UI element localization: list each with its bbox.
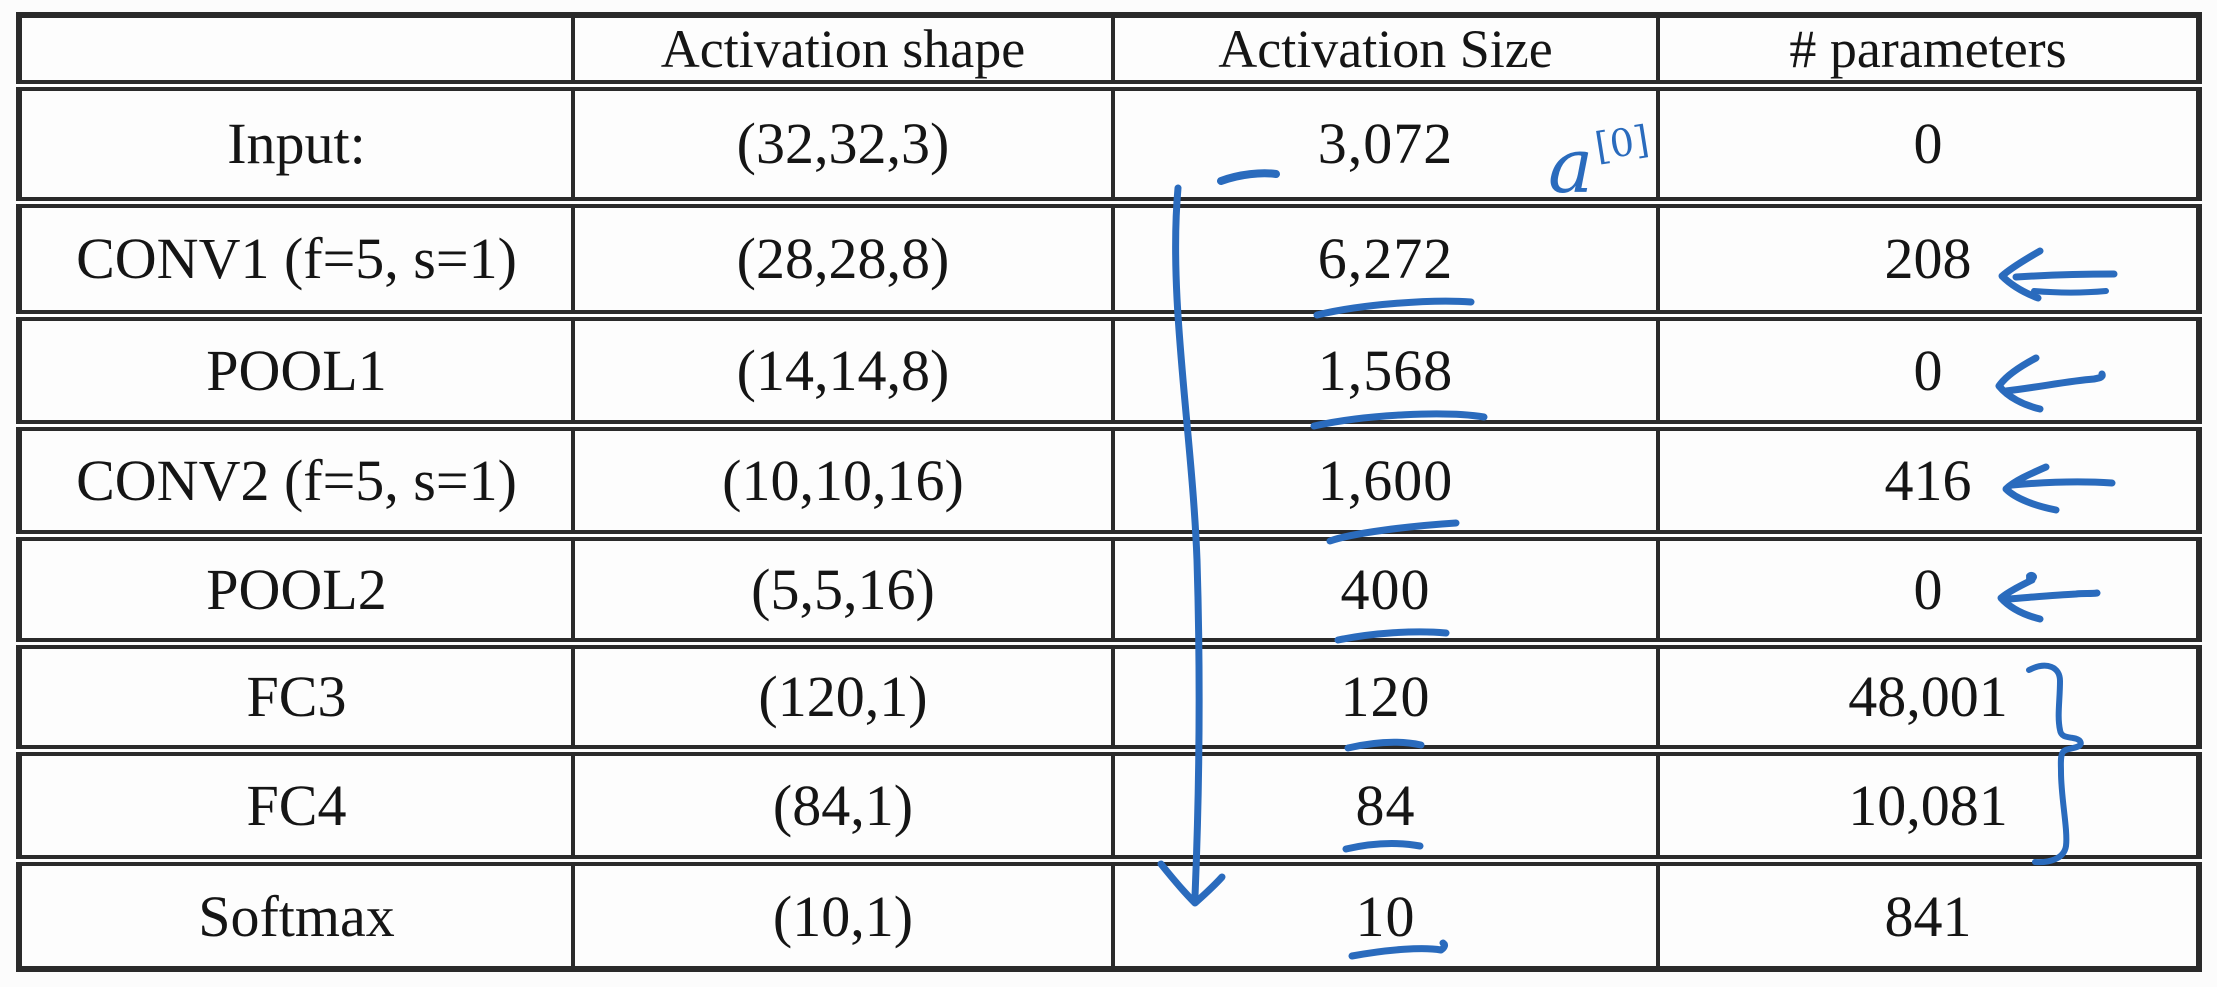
table-row: Softmax (10,1) 10 841 [17, 855, 2201, 969]
header-activation-shape: Activation shape [571, 15, 1115, 86]
table-row: POOL2 (5,5,16) 400 0 [17, 529, 2201, 644]
table-row: Input: (32,32,3) 3,072 0 [17, 80, 2201, 203]
table-row: FC3 (120,1) 120 48,001 [17, 638, 2201, 751]
cell-params: 841 [1656, 855, 2201, 969]
cell-layer: CONV1 (f=5, s=1) [17, 196, 575, 316]
cell-shape: (84,1) [571, 744, 1115, 861]
cell-shape: (14,14,8) [571, 310, 1115, 426]
header-activation-size: Activation Size [1111, 15, 1660, 86]
cell-layer: Input: [17, 80, 575, 203]
table-row: CONV1 (f=5, s=1) (28,28,8) 6,272 208 [17, 196, 2201, 316]
cell-layer: POOL1 [17, 310, 575, 426]
header-layer [17, 15, 575, 86]
cell-shape: (28,28,8) [571, 196, 1115, 316]
cell-layer: FC3 [17, 638, 575, 751]
cell-shape: (32,32,3) [571, 80, 1115, 203]
cell-layer: FC4 [17, 744, 575, 861]
cell-layer: CONV2 (f=5, s=1) [17, 419, 575, 536]
table-row: POOL1 (14,14,8) 1,568 0 [17, 310, 2201, 426]
cell-params: 0 [1656, 310, 2201, 426]
cell-size: 1,600 [1111, 419, 1660, 536]
cell-params: 48,001 [1656, 638, 2201, 751]
cell-size: 120 [1111, 638, 1660, 751]
cell-params: 0 [1656, 529, 2201, 644]
header-num-parameters: # parameters [1656, 15, 2201, 86]
cell-size: 3,072 [1111, 80, 1660, 203]
cell-size: 84 [1111, 744, 1660, 861]
cell-size: 6,272 [1111, 196, 1660, 316]
cell-shape: (120,1) [571, 638, 1115, 751]
a0-base-text: a [1548, 121, 1594, 210]
network-parameters-table: Activation shape Activation Size # param… [16, 12, 2202, 972]
cell-params: 10,081 [1656, 744, 2201, 861]
cell-layer: Softmax [17, 855, 575, 969]
cell-layer: POOL2 [17, 529, 575, 644]
table-row: FC4 (84,1) 84 10,081 [17, 744, 2201, 861]
a0-superscript-text: [0] [1592, 117, 1653, 169]
cell-size: 10 [1111, 855, 1660, 969]
cell-size: 1,568 [1111, 310, 1660, 426]
cell-params: 0 [1656, 80, 2201, 203]
cell-params: 208 [1656, 196, 2201, 316]
header-row: Activation shape Activation Size # param… [17, 15, 2201, 86]
cell-shape: (10,10,16) [571, 419, 1115, 536]
cell-shape: (10,1) [571, 855, 1115, 969]
table-row: CONV2 (f=5, s=1) (10,10,16) 1,600 416 [17, 419, 2201, 536]
cell-shape: (5,5,16) [571, 529, 1115, 644]
cell-params: 416 [1656, 419, 2201, 536]
a0-annotation-label: a[0] [1548, 117, 1652, 204]
cell-size: 400 [1111, 529, 1660, 644]
